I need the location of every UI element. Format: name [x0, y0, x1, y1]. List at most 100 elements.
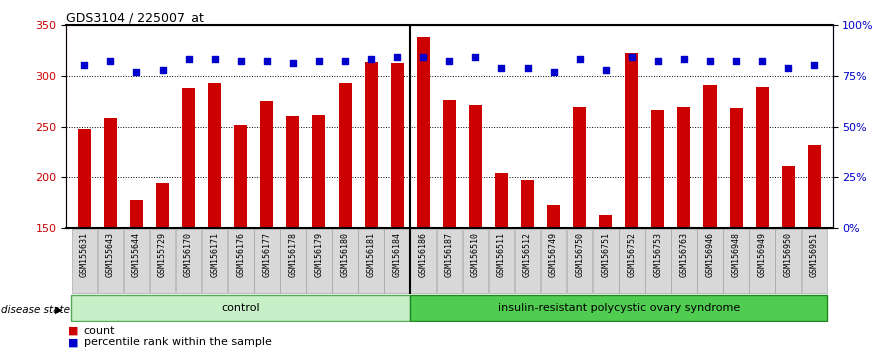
Point	[755, 58, 769, 64]
Bar	[599, 215, 612, 354]
Bar	[228, 229, 254, 293]
Text: GSM156951: GSM156951	[810, 232, 818, 276]
Bar	[384, 229, 410, 293]
Text: GSM156184: GSM156184	[393, 232, 402, 276]
Point	[364, 57, 378, 62]
Text: control: control	[221, 303, 260, 313]
Text: GSM156950: GSM156950	[784, 232, 793, 276]
Bar	[704, 85, 716, 354]
Bar	[574, 107, 586, 354]
Point	[155, 67, 169, 73]
Text: GSM156753: GSM156753	[654, 232, 663, 276]
Bar	[547, 205, 560, 354]
Point	[442, 58, 456, 64]
Point	[625, 55, 639, 60]
Bar	[156, 183, 169, 354]
Bar	[521, 181, 534, 354]
Bar	[365, 62, 378, 354]
Text: disease state: disease state	[1, 305, 70, 315]
Point	[338, 58, 352, 64]
Text: ▶: ▶	[55, 305, 63, 315]
Text: GSM156511: GSM156511	[497, 232, 506, 276]
Point	[807, 63, 821, 68]
Bar	[307, 229, 332, 293]
Point	[599, 67, 613, 73]
Bar	[802, 229, 827, 293]
Text: percentile rank within the sample: percentile rank within the sample	[84, 337, 271, 347]
Bar	[756, 87, 768, 354]
Text: GSM156187: GSM156187	[445, 232, 454, 276]
Bar	[593, 229, 618, 293]
Bar	[254, 229, 279, 293]
Bar	[313, 115, 325, 354]
Bar	[619, 229, 645, 293]
Bar	[781, 166, 795, 354]
Text: GSM155643: GSM155643	[106, 232, 115, 276]
Bar	[202, 229, 227, 293]
Text: GSM156948: GSM156948	[731, 232, 741, 276]
Bar	[176, 229, 202, 293]
Bar	[417, 37, 430, 354]
Point	[233, 58, 248, 64]
Point	[781, 65, 796, 70]
Point	[130, 69, 144, 74]
Point	[285, 61, 300, 66]
Text: GSM155644: GSM155644	[132, 232, 141, 276]
Bar	[463, 229, 488, 293]
Bar	[729, 108, 743, 354]
Point	[729, 58, 744, 64]
Bar	[208, 83, 221, 354]
Text: GSM156946: GSM156946	[706, 232, 714, 276]
Bar	[78, 129, 91, 354]
Text: GSM156181: GSM156181	[366, 232, 375, 276]
Text: insulin-resistant polycystic ovary syndrome: insulin-resistant polycystic ovary syndr…	[498, 303, 740, 313]
Bar	[104, 118, 117, 354]
Bar	[98, 229, 123, 293]
Text: GDS3104 / 225007_at: GDS3104 / 225007_at	[66, 11, 204, 24]
Text: GSM156180: GSM156180	[341, 232, 350, 276]
Bar	[150, 229, 175, 293]
Bar	[515, 229, 540, 293]
Text: ■: ■	[68, 326, 78, 336]
Bar	[645, 229, 670, 293]
Point	[494, 65, 508, 70]
Text: count: count	[84, 326, 115, 336]
Bar	[697, 229, 722, 293]
Point	[103, 58, 117, 64]
Bar	[71, 295, 411, 321]
Point	[390, 55, 404, 60]
Point	[651, 58, 665, 64]
Bar	[808, 145, 821, 354]
Bar	[469, 105, 482, 354]
Bar	[359, 229, 384, 293]
Text: GSM155631: GSM155631	[80, 232, 89, 276]
Point	[546, 69, 560, 74]
Text: ■: ■	[68, 337, 78, 347]
Bar	[495, 173, 508, 354]
Text: GSM156176: GSM156176	[236, 232, 245, 276]
Bar	[775, 229, 801, 293]
Bar	[411, 295, 827, 321]
Point	[78, 63, 92, 68]
Text: GSM156749: GSM156749	[549, 232, 558, 276]
Text: GSM156750: GSM156750	[575, 232, 584, 276]
Text: GSM156171: GSM156171	[211, 232, 219, 276]
Point	[208, 57, 222, 62]
Point	[260, 58, 274, 64]
Bar	[280, 229, 306, 293]
Point	[573, 57, 587, 62]
Text: GSM156752: GSM156752	[627, 232, 636, 276]
Point	[703, 58, 717, 64]
Text: GSM156178: GSM156178	[288, 232, 298, 276]
Bar	[671, 229, 697, 293]
Bar	[651, 110, 664, 354]
Text: GSM155729: GSM155729	[158, 232, 167, 276]
Bar	[541, 229, 566, 293]
Bar	[443, 100, 455, 354]
Bar	[123, 229, 149, 293]
Bar	[390, 63, 403, 354]
Bar	[626, 53, 639, 354]
Bar	[489, 229, 515, 293]
Point	[312, 58, 326, 64]
Bar	[338, 83, 352, 354]
